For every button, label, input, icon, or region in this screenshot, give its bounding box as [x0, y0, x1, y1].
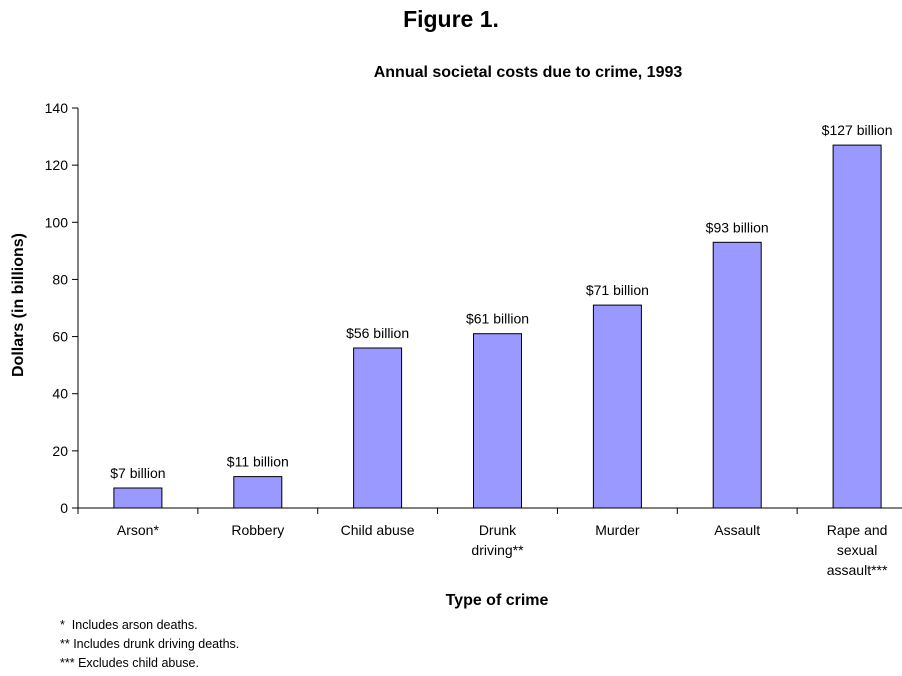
bar-value-label: $11 billion — [227, 454, 289, 470]
bar-value-labels: $7 billion $11 billion $56 billion $61 bill… — [110, 122, 892, 481]
x-tick-label-line: Rape and — [827, 522, 888, 538]
bar-value-label: $61 billion — [466, 311, 529, 327]
y-tick-label: 120 — [45, 157, 69, 173]
y-tick-label: 140 — [45, 100, 69, 116]
bar-value-label: $127 billion — [822, 122, 893, 138]
x-tick-label: Child abuse — [341, 522, 415, 538]
x-tick-label-line: Child abuse — [341, 522, 415, 538]
y-tick-label: 60 — [52, 329, 68, 345]
bar — [712, 241, 762, 509]
x-tick-label-line: Assault — [714, 522, 760, 538]
y-tick-label: 80 — [52, 271, 68, 287]
chart-title: Annual societal costs due to crime, 1993 — [374, 64, 683, 81]
bar-value-label: $71 billion — [586, 282, 649, 298]
x-tick-label-line: Drunk — [479, 522, 517, 538]
x-tick-label: Rape and sexual assault*** — [827, 522, 888, 578]
bar-value-label: $93 billion — [706, 219, 769, 235]
y-axis-label: Dollars (in billions) — [10, 233, 27, 377]
x-tick-label-line: Arson* — [117, 522, 160, 538]
bar — [233, 476, 283, 509]
footnotes: * Includes arson deaths. ** Includes dru… — [60, 616, 239, 673]
y-tick-label: 20 — [52, 443, 68, 459]
x-axis-label: Type of crime — [446, 592, 549, 609]
x-tick-label: Drunk driving** — [471, 522, 524, 558]
bar — [832, 144, 882, 509]
y-tick-label: 100 — [45, 214, 69, 230]
bar-value-label: $56 billion — [346, 325, 409, 341]
x-tick-label: Arson* — [117, 522, 160, 538]
bar — [473, 333, 522, 509]
footnote-drunk-driving: ** Includes drunk driving deaths. — [60, 637, 240, 651]
x-tick-label-line: Murder — [595, 522, 640, 538]
bar — [592, 304, 642, 509]
x-tick-label-line: Robbery — [231, 522, 284, 538]
x-tick-label: Assault — [714, 522, 760, 538]
bar-value-label: $7 billion — [110, 465, 165, 481]
x-tick-labels: Arson* Robbery Child abuse Drunk driving** Mu… — [117, 522, 888, 578]
y-tick-label: 40 — [52, 386, 68, 402]
x-tick-label: Murder — [595, 522, 640, 538]
x-tick-label-line: sexual — [837, 542, 877, 558]
x-tick-label: Robbery — [231, 522, 284, 538]
bar — [113, 487, 163, 509]
bars — [113, 144, 882, 509]
bar-chart: Annual societal costs due to crime, 1993… — [10, 64, 902, 609]
x-tick-label-line: assault*** — [827, 562, 888, 578]
y-tick-labels: 0 20 40 60 80 100 120 140 — [45, 100, 69, 516]
figure-title: Figure 1. — [403, 6, 499, 32]
footnote-arson: * Includes arson deaths. — [60, 618, 198, 632]
footnote-rape: *** Excludes child abuse. — [60, 656, 199, 670]
y-tick-label: 0 — [60, 500, 68, 516]
bar — [353, 347, 403, 509]
x-tick-label-line: driving** — [471, 542, 524, 558]
